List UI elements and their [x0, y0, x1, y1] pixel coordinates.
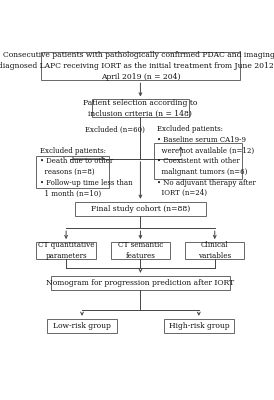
- FancyBboxPatch shape: [36, 156, 109, 188]
- FancyBboxPatch shape: [164, 319, 234, 333]
- Text: Consecutive patients with pathologically confirmed PDAC and imaging-
diagnosed L: Consecutive patients with pathologically…: [0, 52, 274, 81]
- Text: Low-risk group: Low-risk group: [53, 322, 111, 330]
- FancyBboxPatch shape: [51, 276, 230, 290]
- Text: Nomogram for progression prediction after IORT: Nomogram for progression prediction afte…: [46, 279, 235, 287]
- Text: CT semantic
features: CT semantic features: [118, 241, 163, 260]
- Text: Patient selection according to
inclusion criteria (n = 148): Patient selection according to inclusion…: [83, 99, 198, 118]
- Text: Final study cohort (n=88): Final study cohort (n=88): [91, 205, 190, 213]
- Text: Excluded patients:
• Death due to other
  reasons (n=8)
• Follow-up time less th: Excluded patients: • Death due to other …: [39, 146, 132, 197]
- Text: CT quantitative
parameters: CT quantitative parameters: [38, 241, 94, 260]
- FancyBboxPatch shape: [185, 242, 244, 259]
- FancyBboxPatch shape: [154, 144, 242, 179]
- FancyBboxPatch shape: [41, 52, 240, 80]
- Text: Excluded (n=60): Excluded (n=60): [85, 126, 145, 134]
- Text: High-risk group: High-risk group: [169, 322, 229, 330]
- FancyBboxPatch shape: [36, 242, 96, 259]
- FancyBboxPatch shape: [111, 242, 170, 259]
- Text: Excluded patients:
• Baseline serum CA19-9
  were not available (n=12)
• Coexist: Excluded patients: • Baseline serum CA19…: [157, 125, 256, 197]
- Text: Clinical
variables: Clinical variables: [198, 241, 231, 260]
- FancyBboxPatch shape: [47, 319, 117, 333]
- FancyBboxPatch shape: [75, 202, 206, 216]
- FancyBboxPatch shape: [92, 100, 189, 117]
